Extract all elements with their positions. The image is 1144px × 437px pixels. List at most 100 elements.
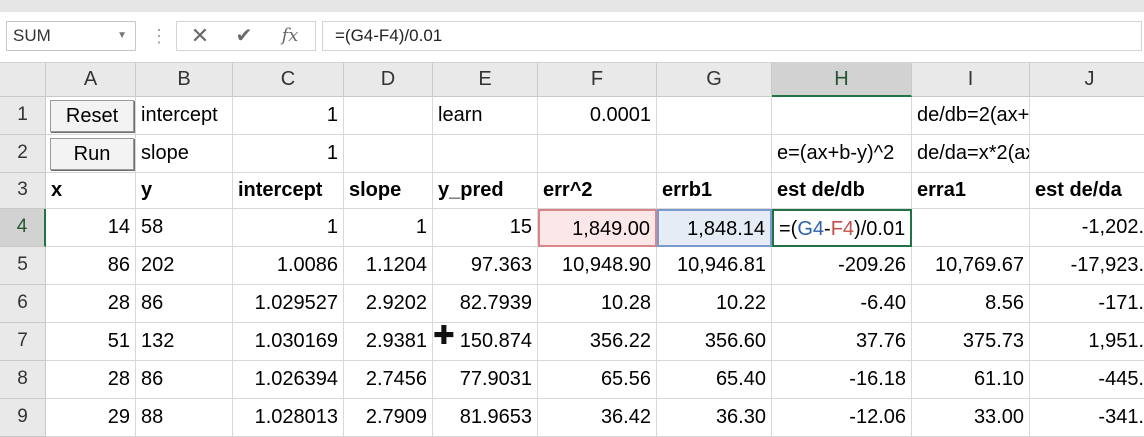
- column-header-c[interactable]: C: [233, 63, 344, 97]
- cell-h7[interactable]: 37.76: [772, 323, 912, 361]
- cell-f3[interactable]: err^2: [538, 173, 657, 209]
- chevron-down-icon[interactable]: ▼: [117, 30, 127, 41]
- cell-c2[interactable]: 1: [233, 135, 344, 173]
- cell-b7[interactable]: 132: [136, 323, 233, 361]
- row-header-7[interactable]: 7: [0, 323, 46, 361]
- enter-icon[interactable]: ✔: [235, 25, 253, 47]
- cancel-icon[interactable]: ✕: [190, 23, 210, 48]
- cell-a7[interactable]: 51: [46, 323, 136, 361]
- cell-d6[interactable]: 2.9202: [344, 285, 433, 323]
- cell-b6[interactable]: 86: [136, 285, 233, 323]
- cell-e8[interactable]: 77.9031: [433, 361, 538, 399]
- row-header-2[interactable]: 2: [0, 135, 46, 173]
- cell-d2[interactable]: [344, 135, 433, 173]
- cell-j1[interactable]: [1030, 97, 1144, 135]
- name-box[interactable]: SUM ▼: [6, 21, 136, 51]
- column-header-e[interactable]: E: [433, 63, 538, 97]
- cell-j5[interactable]: -17,923.: [1030, 247, 1144, 285]
- cell-h3[interactable]: est de/db: [772, 173, 912, 209]
- cell-d5[interactable]: 1.1204: [344, 247, 433, 285]
- cell-e6[interactable]: 82.7939: [433, 285, 538, 323]
- cell-j6[interactable]: -171.: [1030, 285, 1144, 323]
- cell-i9[interactable]: 33.00: [912, 399, 1030, 437]
- cell-f1[interactable]: 0.0001: [538, 97, 657, 135]
- cell-g5[interactable]: 10,946.81: [657, 247, 772, 285]
- cell-f2[interactable]: [538, 135, 657, 173]
- cell-f6[interactable]: 10.28: [538, 285, 657, 323]
- row-header-5[interactable]: 5: [0, 247, 46, 285]
- cell-h8[interactable]: -16.18: [772, 361, 912, 399]
- column-header-f[interactable]: F: [538, 63, 657, 97]
- cell-j9[interactable]: -341.: [1030, 399, 1144, 437]
- cell-c1[interactable]: 1: [233, 97, 344, 135]
- row-header-3[interactable]: 3: [0, 173, 46, 209]
- cell-g9[interactable]: 36.30: [657, 399, 772, 437]
- cell-d4[interactable]: 1: [344, 209, 433, 247]
- cell-h4[interactable]: =(G4-F4)/0.01: [772, 209, 912, 247]
- cell-h5[interactable]: -209.26: [772, 247, 912, 285]
- cell-c4[interactable]: 1: [233, 209, 344, 247]
- column-header-d[interactable]: D: [344, 63, 433, 97]
- cell-j3[interactable]: est de/da: [1030, 173, 1144, 209]
- cell-e1[interactable]: learn: [433, 97, 538, 135]
- cell-d8[interactable]: 2.7456: [344, 361, 433, 399]
- cell-i6[interactable]: 8.56: [912, 285, 1030, 323]
- cell-b8[interactable]: 86: [136, 361, 233, 399]
- cell-a8[interactable]: 28: [46, 361, 136, 399]
- cell-c5[interactable]: 1.0086: [233, 247, 344, 285]
- cell-a5[interactable]: 86: [46, 247, 136, 285]
- cell-g7[interactable]: 356.60: [657, 323, 772, 361]
- cell-h6[interactable]: -6.40: [772, 285, 912, 323]
- cell-j8[interactable]: -445.: [1030, 361, 1144, 399]
- cell-j7[interactable]: 1,951.: [1030, 323, 1144, 361]
- cell-g6[interactable]: 10.22: [657, 285, 772, 323]
- cell-i5[interactable]: 10,769.67: [912, 247, 1030, 285]
- cell-b1[interactable]: intercept: [136, 97, 233, 135]
- cell-f8[interactable]: 65.56: [538, 361, 657, 399]
- cell-c6[interactable]: 1.029527: [233, 285, 344, 323]
- cell-b9[interactable]: 88: [136, 399, 233, 437]
- column-header-h[interactable]: H: [772, 63, 912, 97]
- cell-e4[interactable]: 15: [433, 209, 538, 247]
- column-header-a[interactable]: A: [46, 63, 136, 97]
- cell-d3[interactable]: slope: [344, 173, 433, 209]
- cell-i4[interactable]: [912, 209, 1030, 247]
- column-header-b[interactable]: B: [136, 63, 233, 97]
- cell-h9[interactable]: -12.06: [772, 399, 912, 437]
- cell-d9[interactable]: 2.7909: [344, 399, 433, 437]
- cell-i2[interactable]: de/da=x*2(ax+b-y): [912, 135, 1030, 173]
- run-button[interactable]: Run: [50, 138, 134, 170]
- cell-a6[interactable]: 28: [46, 285, 136, 323]
- cell-f4[interactable]: 1,849.00: [538, 209, 657, 247]
- cell-a1[interactable]: [46, 97, 136, 135]
- cell-a4[interactable]: 14: [46, 209, 136, 247]
- cell-f9[interactable]: 36.42: [538, 399, 657, 437]
- row-header-9[interactable]: 9: [0, 399, 46, 437]
- cell-f7[interactable]: 356.22: [538, 323, 657, 361]
- cell-e2[interactable]: [433, 135, 538, 173]
- cell-j4[interactable]: -1,202.: [1030, 209, 1144, 247]
- cell-i3[interactable]: erra1: [912, 173, 1030, 209]
- row-header-1[interactable]: 1: [0, 97, 46, 135]
- cell-i8[interactable]: 61.10: [912, 361, 1030, 399]
- column-header-j[interactable]: J: [1030, 63, 1144, 97]
- cell-e9[interactable]: 81.9653: [433, 399, 538, 437]
- select-all-corner[interactable]: [0, 63, 46, 97]
- cell-a9[interactable]: 29: [46, 399, 136, 437]
- column-header-i[interactable]: I: [912, 63, 1030, 97]
- cell-c8[interactable]: 1.026394: [233, 361, 344, 399]
- more-options-icon[interactable]: ⋮: [150, 26, 168, 46]
- cell-b2[interactable]: slope: [136, 135, 233, 173]
- cell-h1[interactable]: [772, 97, 912, 135]
- cell-b3[interactable]: y: [136, 173, 233, 209]
- row-header-4[interactable]: 4: [0, 209, 46, 247]
- cell-c7[interactable]: 1.030169: [233, 323, 344, 361]
- cell-g4[interactable]: 1,848.14: [657, 209, 772, 247]
- cell-b5[interactable]: 202: [136, 247, 233, 285]
- reset-button[interactable]: Reset: [50, 100, 134, 132]
- cell-d1[interactable]: [344, 97, 433, 135]
- cell-j2[interactable]: [1030, 135, 1144, 173]
- cell-c9[interactable]: 1.028013: [233, 399, 344, 437]
- cell-d7[interactable]: 2.9381: [344, 323, 433, 361]
- cell-g2[interactable]: [657, 135, 772, 173]
